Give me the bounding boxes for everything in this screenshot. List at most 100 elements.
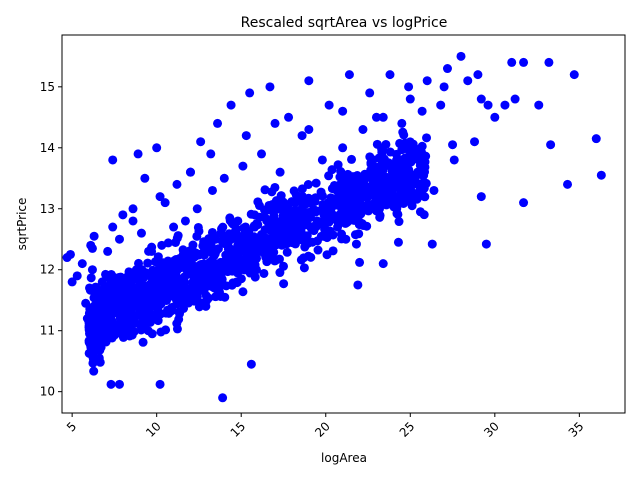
data-point: [128, 216, 138, 226]
data-point: [124, 267, 134, 277]
data-point: [483, 100, 493, 110]
data-point: [118, 332, 128, 342]
data-point: [207, 261, 217, 271]
data-point: [442, 64, 452, 74]
data-point: [396, 198, 406, 208]
data-point: [404, 82, 414, 92]
data-point: [107, 333, 117, 343]
data-point: [282, 247, 292, 257]
data-point: [337, 229, 347, 239]
data-point: [89, 231, 99, 241]
x-tick-label: 20: [312, 419, 333, 440]
data-point: [169, 222, 179, 232]
data-point: [114, 234, 124, 244]
y-tick-label: 10: [40, 385, 55, 399]
data-point: [359, 176, 369, 186]
data-point: [405, 94, 415, 104]
data-point: [213, 244, 223, 254]
data-point: [251, 245, 261, 255]
x-tick-label: 5: [64, 419, 79, 434]
data-point: [318, 199, 328, 209]
data-point: [192, 231, 202, 241]
data-point: [162, 258, 172, 268]
data-point: [177, 296, 187, 306]
data-point: [129, 327, 139, 337]
data-point: [250, 272, 260, 282]
data-point: [300, 242, 310, 252]
data-point: [241, 131, 251, 141]
data-point: [274, 231, 284, 241]
data-point: [65, 249, 75, 259]
data-point: [206, 149, 216, 159]
x-tick-label: 10: [143, 419, 164, 440]
data-point: [379, 171, 389, 181]
data-point: [321, 208, 331, 218]
data-point: [108, 304, 118, 314]
data-point: [546, 140, 556, 150]
data-point: [356, 202, 366, 212]
data-point: [102, 270, 112, 280]
data-point: [448, 140, 458, 150]
data-point: [368, 165, 378, 175]
data-point: [244, 236, 254, 246]
data-point: [139, 301, 149, 311]
data-point: [218, 393, 228, 403]
y-axis-label: sqrtPrice: [15, 198, 29, 251]
data-point: [286, 230, 296, 240]
data-point: [275, 167, 285, 177]
data-points: [62, 51, 606, 403]
data-point: [260, 237, 270, 247]
data-point: [195, 284, 205, 294]
data-point: [519, 57, 529, 67]
data-point: [238, 287, 248, 297]
data-point: [180, 216, 190, 226]
data-point: [270, 182, 280, 192]
data-point: [160, 198, 170, 208]
data-point: [173, 275, 183, 285]
data-point: [470, 137, 480, 147]
data-point: [147, 329, 157, 339]
data-point: [225, 213, 235, 223]
data-point: [371, 203, 381, 213]
data-point: [396, 175, 406, 185]
data-point: [216, 258, 226, 268]
data-point: [101, 316, 111, 326]
data-point: [449, 155, 459, 165]
data-point: [287, 197, 297, 207]
x-tick-label: 15: [228, 419, 249, 440]
data-point: [250, 260, 260, 270]
data-point: [114, 379, 124, 389]
data-point: [353, 280, 363, 290]
data-point: [317, 155, 327, 165]
data-point: [372, 181, 382, 191]
data-point: [389, 182, 399, 192]
y-tick-label: 11: [40, 324, 55, 338]
data-point: [299, 219, 309, 229]
data-point: [87, 322, 97, 332]
data-point: [172, 324, 182, 334]
data-point: [207, 185, 217, 195]
data-point: [312, 236, 322, 246]
data-point: [123, 275, 133, 285]
data-point: [306, 252, 316, 262]
data-point: [271, 255, 281, 265]
data-point: [137, 294, 147, 304]
data-point: [147, 242, 157, 252]
data-point: [93, 307, 103, 317]
data-point: [119, 326, 129, 336]
data-point: [175, 255, 185, 265]
data-point: [87, 243, 97, 253]
data-point: [316, 187, 326, 197]
data-point: [121, 286, 131, 296]
data-point: [304, 76, 314, 86]
data-point: [358, 220, 368, 230]
data-point: [311, 178, 321, 188]
data-point: [439, 82, 449, 92]
data-point: [422, 76, 432, 86]
data-point: [156, 309, 166, 319]
y-tick-label: 13: [40, 202, 55, 216]
data-point: [226, 100, 236, 110]
data-point: [291, 190, 301, 200]
x-axis-ticks: 5 10 15 20 25 30 35: [64, 413, 586, 440]
data-point: [220, 239, 230, 249]
